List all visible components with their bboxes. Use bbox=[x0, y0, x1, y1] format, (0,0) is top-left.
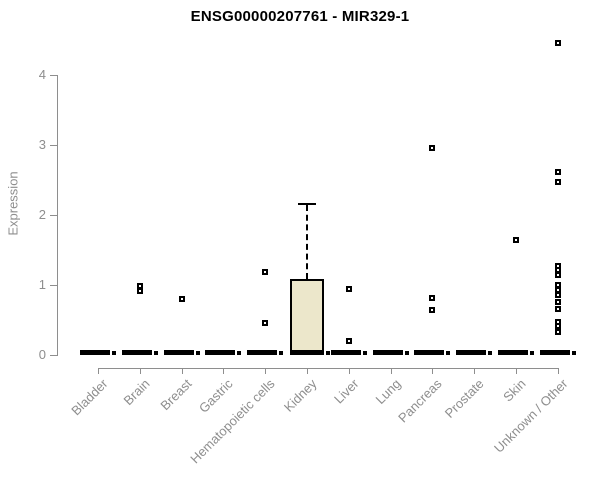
collapsed-box-bar bbox=[163, 350, 194, 355]
outlier-point bbox=[554, 39, 561, 46]
collapsed-box-bar bbox=[80, 350, 110, 355]
collapsed-box-bar bbox=[121, 350, 152, 355]
outlier-point bbox=[429, 294, 436, 301]
y-axis-tick bbox=[50, 355, 57, 356]
y-axis-tick bbox=[50, 215, 57, 216]
outlier-point bbox=[178, 296, 185, 302]
outlier-point bbox=[345, 338, 352, 344]
x-axis-tick bbox=[307, 368, 308, 374]
x-axis-tick bbox=[139, 368, 141, 374]
median-bar-cap bbox=[326, 351, 330, 355]
x-axis-tick bbox=[223, 368, 225, 374]
x-axis-tick bbox=[557, 368, 559, 374]
outlier-point bbox=[554, 179, 561, 186]
x-axis-tick bbox=[516, 368, 517, 374]
x-axis-tick bbox=[98, 368, 99, 374]
y-axis-title: Expression bbox=[5, 171, 21, 236]
collapsed-box-cap bbox=[362, 351, 367, 355]
collapsed-box-bar bbox=[330, 350, 361, 355]
outlier-point bbox=[345, 285, 352, 292]
collapsed-box-bar bbox=[498, 350, 528, 355]
x-axis-tick bbox=[348, 368, 350, 374]
outlier-point bbox=[136, 287, 143, 294]
outlier-point bbox=[262, 319, 269, 326]
x-axis-tick bbox=[181, 368, 183, 374]
y-tick-label: 2 bbox=[38, 207, 46, 222]
x-axis-tick bbox=[265, 368, 267, 374]
outlier-point bbox=[513, 237, 519, 244]
whisker-line bbox=[306, 204, 308, 280]
outlier-point bbox=[429, 144, 436, 151]
collapsed-box-bar bbox=[247, 350, 278, 355]
outlier-point bbox=[554, 323, 561, 330]
collapsed-box-cap bbox=[112, 351, 116, 355]
y-tick-label: 4 bbox=[38, 67, 46, 82]
collapsed-box-cap bbox=[530, 351, 534, 355]
collapsed-box-bar bbox=[414, 350, 445, 355]
outlier-point bbox=[554, 291, 561, 298]
box bbox=[290, 279, 324, 353]
y-tick-label: 3 bbox=[38, 137, 46, 152]
y-axis-tick bbox=[50, 285, 57, 286]
x-axis-tick bbox=[390, 368, 392, 374]
outlier-point bbox=[554, 271, 561, 278]
x-axis-tick bbox=[474, 368, 476, 374]
x-axis-line bbox=[98, 368, 559, 369]
outlier-point bbox=[554, 298, 561, 305]
outlier-point bbox=[429, 307, 436, 314]
collapsed-box-bar bbox=[539, 350, 570, 355]
collapsed-box-cap bbox=[195, 351, 200, 355]
y-tick-label: 0 bbox=[38, 347, 46, 362]
collapsed-box-cap bbox=[279, 351, 284, 355]
outlier-point bbox=[554, 168, 561, 175]
outlier-point bbox=[554, 328, 561, 335]
outlier-point bbox=[554, 305, 561, 312]
y-axis-tick bbox=[50, 145, 57, 146]
collapsed-box-bar bbox=[456, 350, 487, 355]
y-axis-tick bbox=[50, 75, 57, 76]
outlier-point bbox=[262, 268, 269, 275]
collapsed-box-cap bbox=[237, 351, 242, 355]
y-axis-line bbox=[57, 75, 58, 356]
y-tick-label: 1 bbox=[38, 277, 46, 292]
collapsed-box-bar bbox=[205, 350, 236, 355]
whisker-cap bbox=[298, 202, 316, 205]
median-bar bbox=[290, 350, 324, 355]
collapsed-box-cap bbox=[488, 351, 493, 355]
collapsed-box-cap bbox=[571, 351, 576, 355]
chart-title: ENSG00000207761 - MIR329-1 bbox=[190, 8, 410, 25]
x-axis-tick bbox=[432, 368, 434, 374]
collapsed-box-cap bbox=[404, 351, 409, 355]
collapsed-box-bar bbox=[372, 350, 403, 355]
collapsed-box-cap bbox=[153, 351, 158, 355]
collapsed-box-cap bbox=[446, 351, 451, 355]
